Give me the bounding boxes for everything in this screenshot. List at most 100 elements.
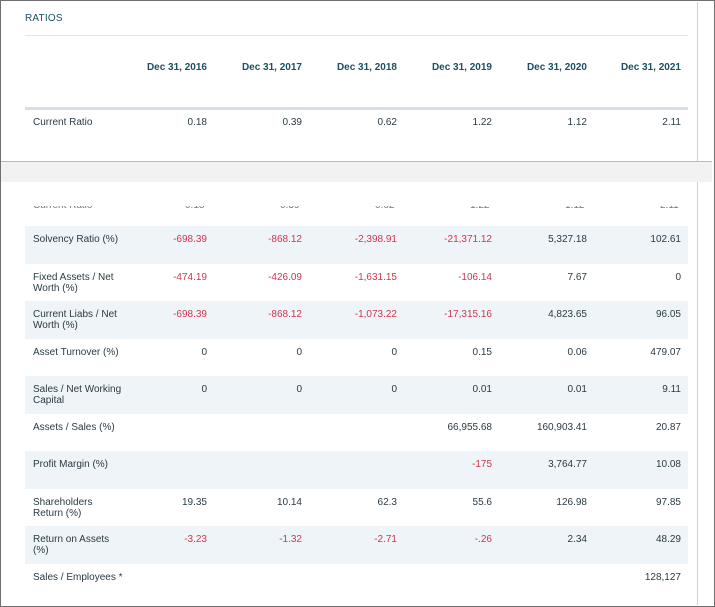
table-row: Assets / Sales (%) 66,955.68 160,903.41 20.… xyxy=(25,414,688,452)
column-header[interactable]: Dec 31, 2019 xyxy=(431,62,492,73)
cell-value: 0.15 xyxy=(472,346,492,358)
table-row: Fixed Assets / Net Worth (%) -474.19 -426.… xyxy=(25,264,688,302)
row-label: Asset Turnover (%) xyxy=(33,346,119,358)
column-header[interactable]: Dec 31, 2017 xyxy=(241,62,302,73)
cell-value: 10.14 xyxy=(276,496,302,508)
cell-value: -426.09 xyxy=(268,271,302,283)
cell-value: -3.23 xyxy=(184,534,207,545)
cell-value: -698.39 xyxy=(173,234,207,245)
cell-value: 4,823.65 xyxy=(548,309,587,320)
ratios-table: Solvency Ratio (%) -698.39 -868.12 -2,398.9… xyxy=(25,226,688,601)
table-row: Profit Margin (%) -175 3,764.77 10.08 xyxy=(25,451,688,489)
cell-value: 0 xyxy=(296,384,302,395)
cell-value: 0.18 xyxy=(187,117,207,128)
cell-value: 10.08 xyxy=(655,459,681,470)
cell-value: 0 xyxy=(391,346,397,358)
ratios-header-panel: RATIOS Dec 31, 2016 Dec 31, 2017 Dec 31,… xyxy=(1,1,712,161)
cell-value: 0 xyxy=(296,346,302,358)
table-row: Sales / Net Working Capital 0 0 0 0.01 0.01 9.… xyxy=(25,376,688,414)
cell-value: -474.19 xyxy=(173,271,207,283)
cell-value: 126.98 xyxy=(556,496,587,508)
cell-value: -868.12 xyxy=(268,309,302,320)
cell-value: 5,327.18 xyxy=(548,234,587,245)
table-header: Dec 31, 2016 Dec 31, 2017 Dec 31, 2018 D… xyxy=(25,37,688,107)
cell-value: 3,764.77 xyxy=(548,459,587,470)
table-row: Solvency Ratio (%) -698.39 -868.12 -2,398.9… xyxy=(25,226,688,264)
cell-value: -868.12 xyxy=(268,234,302,245)
column-header[interactable]: Dec 31, 2020 xyxy=(526,62,587,73)
cell-value: 48.29 xyxy=(655,534,681,545)
title-divider xyxy=(25,35,688,36)
table-row: Current Liabs / Net Worth (%) -698.39 -868… xyxy=(25,301,688,339)
row-label: Current Ratio xyxy=(33,206,92,211)
table-row: Asset Turnover (%) 0 0 0 0.15 0.06 479.07 xyxy=(25,339,688,377)
panel-divider xyxy=(1,161,712,183)
cell-value: 2.11 xyxy=(660,206,679,211)
ratios-body-panel: Current Ratio 0.18 0.39 0.62 1.22 1.12 2… xyxy=(1,182,712,605)
cell-value: 479.07 xyxy=(650,346,681,358)
cell-value: 102.61 xyxy=(650,234,681,245)
row-label: Fixed Assets / Net Worth (%) xyxy=(33,271,114,294)
cell-value: -175 xyxy=(471,459,492,470)
column-header[interactable]: Dec 31, 2021 xyxy=(620,62,681,73)
table-row: Return on Assets (%) -3.23 -1.32 -2.71 -.26 2… xyxy=(25,526,688,564)
row-label: Sales / Employees * xyxy=(33,571,123,583)
row-label: Profit Margin (%) xyxy=(33,459,109,470)
cell-value: 0.39 xyxy=(282,117,302,128)
cell-value: 0.39 xyxy=(280,206,299,211)
cell-value: -17,315.16 xyxy=(444,309,492,320)
row-label: Sales / Net Working Capital xyxy=(33,384,122,406)
cell-value: 0.01 xyxy=(472,384,492,395)
row-label: Solvency Ratio (%) xyxy=(33,234,119,245)
table-row: Shareholders Return (%) 19.35 10.14 62.3 55.… xyxy=(25,489,688,527)
current-ratio-row: Current Ratio 0.18 0.39 0.62 1.22 1.12 2… xyxy=(25,111,688,129)
cell-value: 0 xyxy=(201,384,207,395)
cell-value: -.26 xyxy=(474,534,492,545)
header-divider xyxy=(25,107,688,110)
cell-value: 0.06 xyxy=(567,346,587,358)
table-row: Sales / Employees * 128,127 xyxy=(25,564,688,602)
row-label: Return on Assets (%) xyxy=(33,534,110,556)
cell-value: -1,631.15 xyxy=(354,271,397,283)
cell-value: -1,073.22 xyxy=(354,309,397,320)
cell-value: 19.35 xyxy=(181,496,207,508)
cell-value: 9.11 xyxy=(662,384,681,395)
cell-value: 62.3 xyxy=(377,496,397,508)
section-title: RATIOS xyxy=(25,13,63,24)
row-label: Current Liabs / Net Worth (%) xyxy=(33,309,117,331)
cell-value: 0.01 xyxy=(567,384,587,395)
scrollbar-track[interactable] xyxy=(697,182,698,605)
cell-value: 0.62 xyxy=(375,206,394,211)
cell-value: 160,903.41 xyxy=(536,421,587,433)
cell-value: 0.62 xyxy=(377,117,397,128)
current-ratio-row-clipped: Current Ratio 0.18 0.39 0.62 1.22 1.12 2… xyxy=(25,206,688,218)
cell-value: 128,127 xyxy=(644,571,681,583)
row-label: Shareholders Return (%) xyxy=(33,496,93,519)
cell-value: -1.32 xyxy=(279,534,302,545)
column-header[interactable]: Dec 31, 2016 xyxy=(146,62,207,73)
cell-value: -2,398.91 xyxy=(354,234,397,245)
row-label: Assets / Sales (%) xyxy=(33,421,115,433)
cell-value: 66,955.68 xyxy=(447,421,493,433)
cell-value: 97.85 xyxy=(655,496,681,508)
cell-value: 0 xyxy=(201,346,207,358)
cell-value: -106.14 xyxy=(458,271,492,283)
cell-value: 7.67 xyxy=(567,271,587,283)
column-header[interactable]: Dec 31, 2018 xyxy=(336,62,397,73)
cell-value: 2.11 xyxy=(662,117,681,128)
cell-value: 0.18 xyxy=(185,206,204,211)
cell-value: -698.39 xyxy=(173,309,207,320)
cell-value: 0 xyxy=(675,271,681,283)
cell-value: 96.05 xyxy=(655,309,681,320)
cell-value: -2.71 xyxy=(374,534,397,545)
scrollbar-track[interactable] xyxy=(697,2,698,161)
cell-value: 0 xyxy=(391,384,397,395)
cell-value: 1.22 xyxy=(472,117,492,128)
cell-value: 20.87 xyxy=(655,421,681,433)
cell-value: 1.22 xyxy=(470,206,489,211)
cell-value: 1.12 xyxy=(567,117,587,128)
cell-value: -21,371.12 xyxy=(444,234,492,245)
cell-value: 55.6 xyxy=(472,496,492,508)
cell-value: 2.34 xyxy=(567,534,587,545)
cell-value: 1.12 xyxy=(565,206,584,211)
